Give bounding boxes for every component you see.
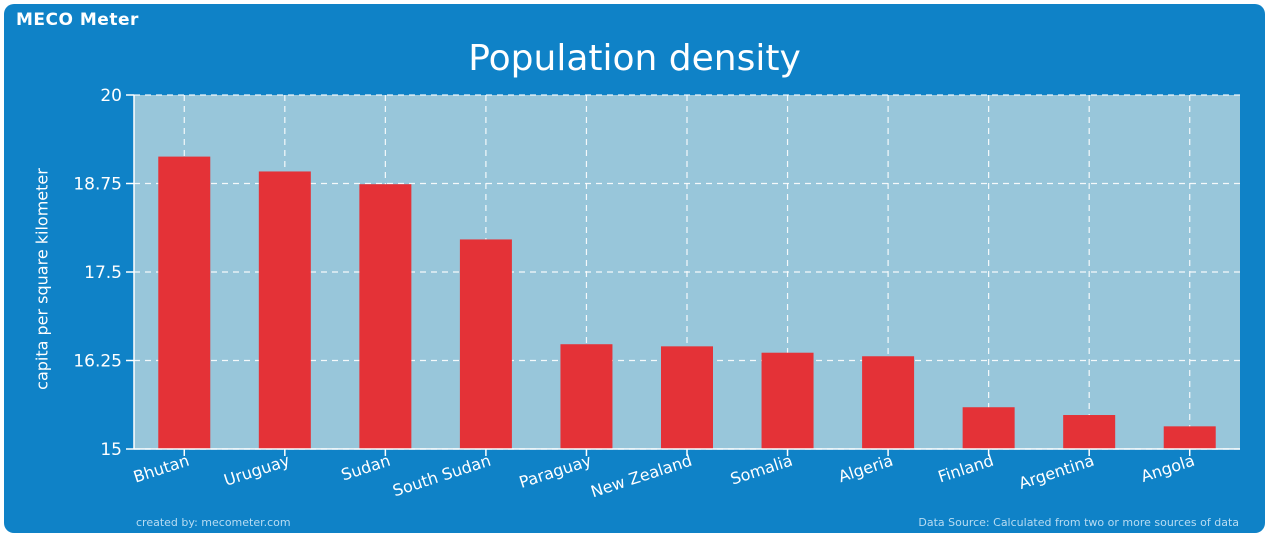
x-category-label: Uruguay bbox=[222, 451, 293, 490]
bar bbox=[560, 344, 613, 449]
bar bbox=[761, 352, 814, 449]
x-category-label: Argentina bbox=[1016, 451, 1096, 493]
bar bbox=[1163, 426, 1216, 449]
y-tick-label: 15 bbox=[100, 440, 122, 460]
y-tick-label: 18.75 bbox=[73, 175, 122, 195]
x-category-label: Somalia bbox=[728, 451, 795, 489]
x-category-label: Finland bbox=[936, 451, 996, 487]
y-tick-label: 20 bbox=[100, 86, 122, 106]
x-category-label: Algeria bbox=[836, 451, 895, 486]
x-category-label: South Sudan bbox=[390, 451, 493, 501]
x-category-label: New Zealand bbox=[588, 451, 694, 502]
bar bbox=[158, 156, 211, 449]
x-category-label: Paraguay bbox=[517, 451, 594, 492]
credit-text: created by: mecometer.com bbox=[136, 516, 291, 529]
bar bbox=[962, 407, 1015, 449]
x-category-label: Angola bbox=[1139, 451, 1197, 486]
y-tick-label: 16.25 bbox=[73, 352, 122, 372]
data-source-text: Data Source: Calculated from two or more… bbox=[918, 516, 1239, 529]
mecometer-logo: MECO Meter bbox=[16, 10, 139, 30]
bar bbox=[1063, 415, 1116, 449]
bar bbox=[862, 356, 915, 449]
chart-title: Population density bbox=[468, 38, 801, 79]
y-tick-label: 17.5 bbox=[84, 263, 122, 283]
x-category-label: Sudan bbox=[339, 451, 393, 485]
bar bbox=[258, 171, 311, 450]
x-category-label: Bhutan bbox=[131, 451, 192, 487]
bar bbox=[359, 184, 412, 449]
bar bbox=[661, 346, 713, 449]
bar bbox=[459, 239, 512, 449]
